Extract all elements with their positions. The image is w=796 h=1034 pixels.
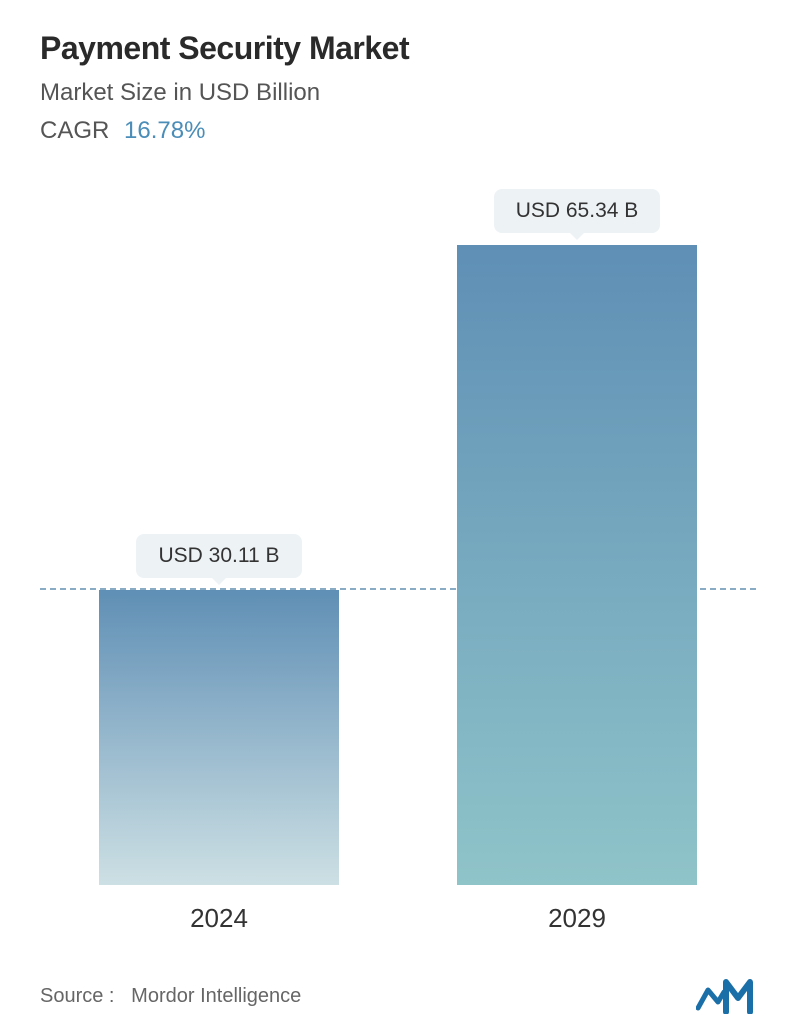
bar-group: USD 30.11 B <box>79 534 359 885</box>
bar <box>99 590 339 885</box>
bar-group: USD 65.34 B <box>437 189 717 885</box>
chart-header: Payment Security Market Market Size in U… <box>40 30 756 145</box>
bar-value-label: USD 30.11 B <box>136 534 301 578</box>
cagr-row: CAGR 16.78% <box>40 117 756 145</box>
x-axis: 2024 2029 <box>40 903 756 934</box>
cagr-value: 16.78% <box>124 117 205 144</box>
chart-footer: Source : Mordor Intelligence <box>40 959 756 1014</box>
cagr-label: CAGR <box>40 117 109 144</box>
logo-icon <box>696 978 756 1014</box>
chart-inner: USD 30.11 B USD 65.34 B <box>40 185 756 885</box>
bar <box>457 245 697 885</box>
source-label: Source : <box>40 985 114 1007</box>
source-value: Mordor Intelligence <box>131 985 301 1007</box>
chart-title: Payment Security Market <box>40 30 756 67</box>
chart-area: USD 30.11 B USD 65.34 B 2024 2029 <box>40 185 756 939</box>
x-axis-label: 2024 <box>79 903 359 934</box>
chart-subtitle: Market Size in USD Billion <box>40 79 756 107</box>
brand-logo <box>696 978 756 1014</box>
x-axis-label: 2029 <box>437 903 717 934</box>
bar-value-label: USD 65.34 B <box>494 189 661 233</box>
bars-container: USD 30.11 B USD 65.34 B <box>40 185 756 885</box>
source-text: Source : Mordor Intelligence <box>40 985 301 1008</box>
